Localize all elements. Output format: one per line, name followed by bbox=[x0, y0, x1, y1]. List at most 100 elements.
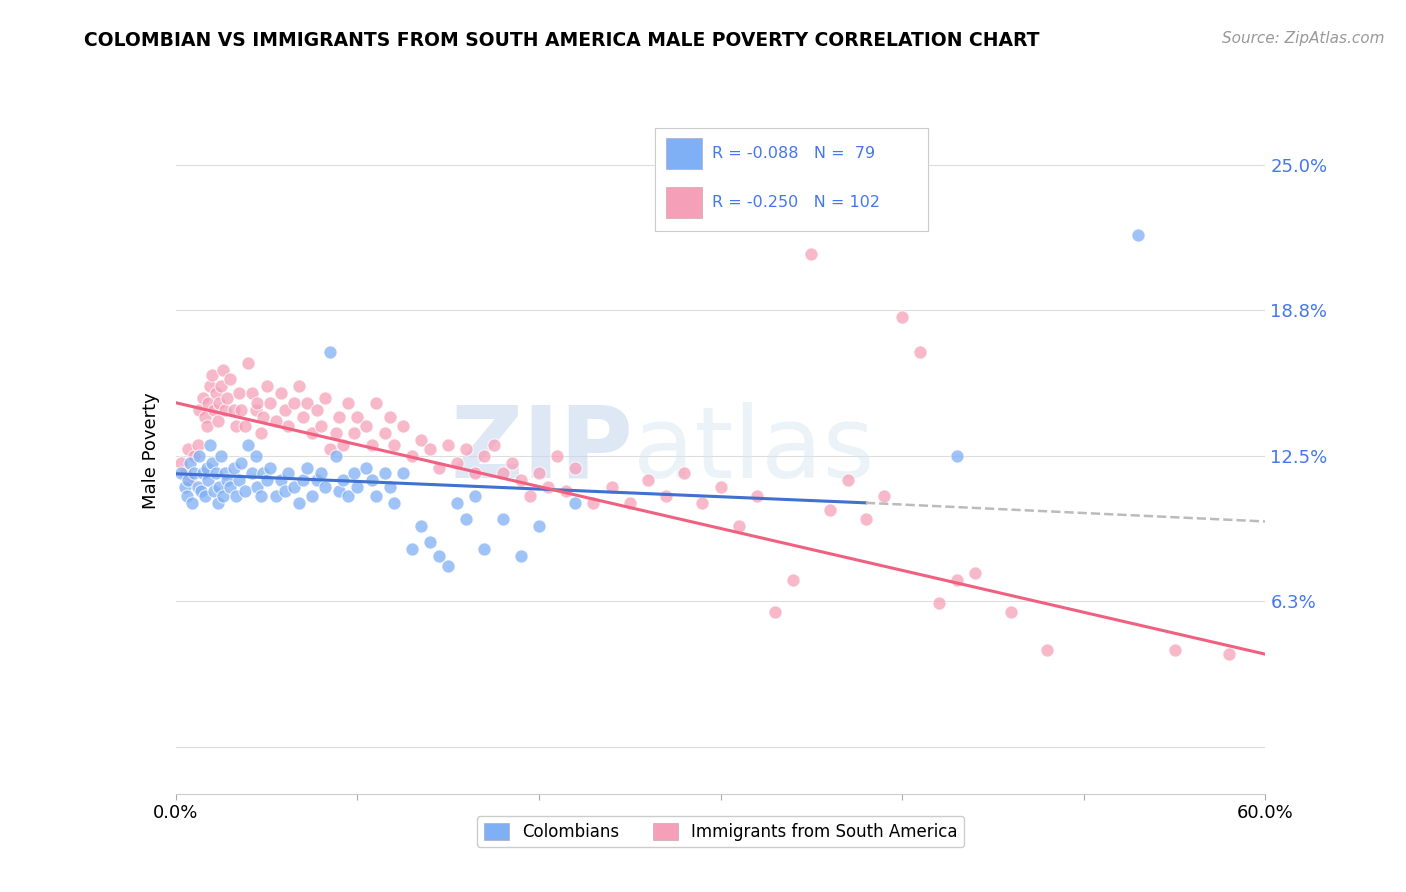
Point bbox=[233, 484, 256, 499]
Point bbox=[202, 484, 225, 499]
Point bbox=[219, 372, 242, 386]
Point bbox=[1163, 642, 1185, 657]
Point bbox=[446, 456, 468, 470]
Point bbox=[225, 489, 247, 503]
Point bbox=[818, 503, 841, 517]
Point bbox=[301, 425, 323, 440]
Point bbox=[264, 489, 287, 503]
Point bbox=[456, 442, 478, 457]
Point bbox=[582, 496, 605, 510]
Point bbox=[204, 466, 226, 480]
Point bbox=[250, 489, 273, 503]
Point bbox=[945, 450, 967, 464]
Point bbox=[170, 456, 193, 470]
Point bbox=[177, 473, 200, 487]
Point bbox=[270, 386, 292, 401]
Point bbox=[409, 519, 432, 533]
Point bbox=[356, 419, 378, 434]
Point bbox=[283, 479, 305, 493]
Point bbox=[474, 542, 496, 557]
Point bbox=[222, 402, 245, 417]
Point bbox=[382, 437, 405, 451]
Point bbox=[225, 419, 247, 434]
Point bbox=[343, 425, 366, 440]
Point bbox=[277, 466, 299, 480]
Point bbox=[240, 386, 263, 401]
Point bbox=[319, 442, 342, 457]
Point bbox=[474, 450, 496, 464]
Point bbox=[256, 473, 278, 487]
Point bbox=[710, 479, 733, 493]
Point bbox=[364, 489, 387, 503]
Point bbox=[619, 496, 641, 510]
Point bbox=[360, 437, 382, 451]
Point bbox=[555, 484, 578, 499]
Text: R = -0.088   N =  79: R = -0.088 N = 79 bbox=[713, 146, 876, 161]
Point bbox=[204, 386, 226, 401]
Point bbox=[309, 466, 332, 480]
Point bbox=[873, 489, 896, 503]
Point bbox=[328, 484, 350, 499]
Point bbox=[509, 549, 531, 564]
Point bbox=[337, 489, 360, 503]
Point bbox=[215, 473, 238, 487]
Point bbox=[215, 391, 238, 405]
Point bbox=[259, 395, 281, 409]
Legend: Colombians, Immigrants from South America: Colombians, Immigrants from South Americ… bbox=[477, 816, 965, 847]
Point bbox=[910, 344, 932, 359]
Point bbox=[233, 419, 256, 434]
Text: R = -0.250   N = 102: R = -0.250 N = 102 bbox=[713, 195, 880, 211]
Point bbox=[482, 437, 505, 451]
Point bbox=[173, 479, 195, 493]
Point bbox=[456, 512, 478, 526]
Point bbox=[800, 246, 823, 260]
Point bbox=[446, 496, 468, 510]
Point bbox=[270, 473, 292, 487]
Point bbox=[191, 466, 214, 480]
Point bbox=[891, 310, 914, 324]
Point bbox=[240, 466, 263, 480]
Point bbox=[382, 496, 405, 510]
Point bbox=[437, 558, 460, 573]
Point bbox=[264, 414, 287, 428]
Point bbox=[231, 402, 253, 417]
Point bbox=[179, 456, 201, 470]
Point bbox=[209, 379, 232, 393]
Point bbox=[600, 479, 623, 493]
Point bbox=[186, 437, 209, 451]
Point bbox=[346, 409, 368, 424]
Point bbox=[238, 356, 260, 370]
Point bbox=[464, 466, 486, 480]
Point bbox=[209, 450, 232, 464]
Point bbox=[200, 437, 222, 451]
Point bbox=[214, 466, 236, 480]
Point bbox=[837, 473, 859, 487]
Point bbox=[207, 414, 229, 428]
Point bbox=[222, 461, 245, 475]
Point bbox=[252, 466, 274, 480]
Point bbox=[177, 442, 200, 457]
Point bbox=[201, 456, 224, 470]
Point bbox=[256, 379, 278, 393]
Point bbox=[782, 573, 804, 587]
Point bbox=[564, 461, 586, 475]
Point bbox=[332, 473, 354, 487]
Point bbox=[250, 425, 273, 440]
Point bbox=[188, 450, 211, 464]
Point bbox=[190, 484, 212, 499]
Point bbox=[288, 496, 311, 510]
Point bbox=[492, 466, 515, 480]
Point bbox=[246, 479, 269, 493]
Point bbox=[1128, 228, 1150, 243]
Point bbox=[1036, 642, 1059, 657]
Point bbox=[170, 466, 193, 480]
Point bbox=[945, 573, 967, 587]
Point bbox=[219, 479, 242, 493]
Point bbox=[356, 461, 378, 475]
Point bbox=[245, 450, 267, 464]
Text: atlas: atlas bbox=[633, 402, 875, 499]
Point bbox=[492, 512, 515, 526]
Point bbox=[963, 566, 986, 580]
Point bbox=[519, 489, 541, 503]
Point bbox=[527, 519, 550, 533]
